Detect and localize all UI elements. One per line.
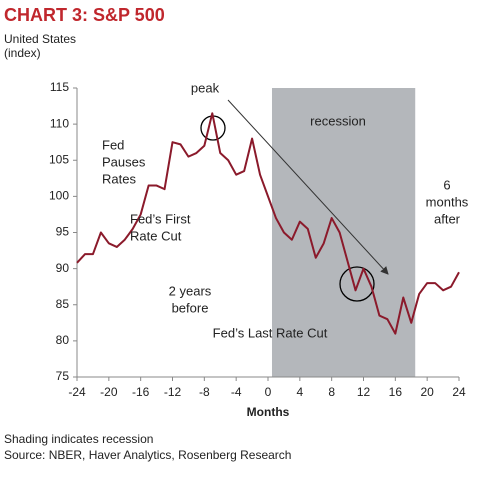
y-tick-label: 110 <box>50 116 69 130</box>
x-tick-label: -24 <box>68 385 86 399</box>
trend-arrow <box>227 99 389 275</box>
x-tick-label: -8 <box>199 385 210 399</box>
x-tick-label: 16 <box>389 385 403 399</box>
y-tick-label: 85 <box>56 297 70 311</box>
x-tick-label: -16 <box>132 385 150 399</box>
x-tick-label: 0 <box>265 385 272 399</box>
footer: Source: NBER, Haver Analytics, Rosenberg… <box>4 448 291 462</box>
x-axis-label: Months <box>247 405 290 419</box>
annotation: Rate Cut <box>130 228 182 243</box>
x-tick-label: -20 <box>100 385 118 399</box>
y-tick-label: 75 <box>56 369 70 383</box>
y-tick-label: 90 <box>56 261 70 275</box>
annotation: peak <box>191 80 220 95</box>
annotation: Fed’s First <box>130 211 191 226</box>
annotation: Fed’s Last Rate Cut <box>213 325 328 340</box>
annotation: Rates <box>102 171 136 186</box>
x-tick-label: -12 <box>164 385 182 399</box>
annotation: 2 years <box>169 283 212 298</box>
annotation: 6 <box>443 177 450 192</box>
y-tick-label: 80 <box>56 333 70 347</box>
x-tick-label: 12 <box>357 385 371 399</box>
subtitle: United States <box>4 32 76 46</box>
series-line <box>76 112 460 335</box>
annotation: before <box>172 300 209 315</box>
annotation: after <box>434 211 461 226</box>
chart-title: CHART 3: S&P 500 <box>4 5 165 25</box>
y-tick-label: 95 <box>56 225 70 239</box>
y-tick-label: 115 <box>50 80 69 94</box>
x-tick-label: 4 <box>296 385 303 399</box>
annotation: Pauses <box>102 154 146 169</box>
annotation: recession <box>310 113 366 128</box>
x-tick-label: 24 <box>452 385 466 399</box>
annotation: Fed <box>102 137 124 152</box>
footer: Shading indicates recession <box>4 432 153 446</box>
annotation: months <box>426 194 469 209</box>
x-tick-label: 20 <box>420 385 434 399</box>
y-tick-label: 100 <box>49 189 69 203</box>
x-tick-label: 8 <box>328 385 335 399</box>
subtitle: (index) <box>4 46 41 60</box>
last-cut-circle <box>339 266 375 302</box>
x-tick-label: -4 <box>231 385 242 399</box>
y-tick-label: 105 <box>49 152 69 166</box>
